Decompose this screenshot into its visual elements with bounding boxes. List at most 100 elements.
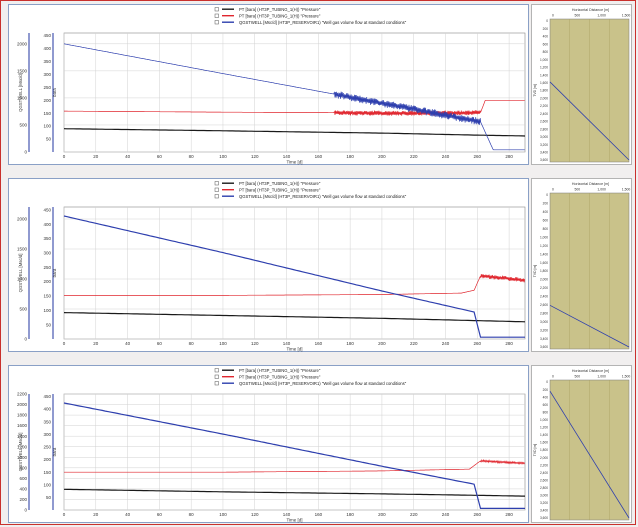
y-tick-label-right: 100 bbox=[43, 308, 51, 313]
trajectory-y-tick: 3,400 bbox=[540, 337, 548, 341]
y-axis-label-left: QGSTWELL [Msc/d] bbox=[18, 73, 23, 112]
y-axis-left: 0 500 1000 1500 2000 QGSTWELL [Msc/d] bbox=[17, 33, 525, 155]
trajectory-x-tick: 1,500 bbox=[622, 375, 631, 379]
x-tick-label: 40 bbox=[125, 154, 131, 159]
x-tick-label: 240 bbox=[442, 341, 450, 346]
y-tick-label-left: 2000 bbox=[17, 41, 28, 46]
x-tick-label: 180 bbox=[346, 154, 354, 159]
trajectory-y-tick: 400 bbox=[543, 35, 549, 39]
trajectory-y-tick: 1,600 bbox=[540, 261, 548, 265]
y-axis-label-left: QGSTWELL [Msc/d] bbox=[18, 254, 23, 293]
x-tick-label: 220 bbox=[410, 512, 418, 517]
trajectory-x-tick: 0 bbox=[552, 14, 554, 18]
chart-panel-1: PT [bara] (HT3P_TUBING_1(H)) "Pressure" P… bbox=[8, 4, 529, 165]
legend: PT [bara] (HT3P_TUBING_1(H)) "Pressure" P… bbox=[214, 7, 407, 25]
legend-checkbox bbox=[214, 381, 219, 386]
x-tick-label: 20 bbox=[93, 154, 99, 159]
trajectory-y-tick: 1,200 bbox=[540, 244, 548, 248]
series-line-1 bbox=[63, 488, 525, 497]
trajectory-y-tick: 2,600 bbox=[540, 303, 548, 307]
x-tick-label: 120 bbox=[251, 512, 259, 517]
y-tick-label-right: 350 bbox=[43, 236, 51, 241]
x-tick-label: 80 bbox=[189, 512, 195, 517]
x-axis: 0 20 40 60 80 100 120 140 160 180 200 220 240 260 280 T… bbox=[63, 33, 513, 165]
trajectory-y-tick: 2,200 bbox=[540, 286, 548, 290]
x-tick-label: 160 bbox=[315, 341, 323, 346]
trajectory-y-tick: 2,600 bbox=[540, 120, 548, 124]
y-tick-label-right: 200 bbox=[43, 279, 51, 284]
trajectory-y-tick: 2,800 bbox=[540, 486, 548, 490]
chart-panel-2: PT [bara] (HT3P_TUBING_1(H)) "Pressure" P… bbox=[8, 178, 529, 352]
trajectory-y-tick: 3,200 bbox=[540, 143, 548, 147]
trajectory-y-label: TVD [m] bbox=[533, 444, 537, 456]
well-path-line bbox=[549, 390, 630, 519]
trajectory-x-tick: 1,000 bbox=[597, 14, 606, 18]
x-tick-label: 20 bbox=[93, 512, 99, 517]
legend-entry: PT [bara] (HT3P_TUBING_1(H)) "Pressure" bbox=[239, 368, 321, 373]
x-tick-label: 240 bbox=[442, 512, 450, 517]
y-tick-label-right: 450 bbox=[43, 207, 51, 212]
trajectory-y-tick: 3,600 bbox=[540, 516, 548, 520]
trajectory-y-tick: 3,200 bbox=[540, 501, 548, 505]
series-line-2 bbox=[64, 99, 525, 116]
trajectory-x-tick: 0 bbox=[552, 188, 554, 192]
y-tick-label-right: 50 bbox=[46, 137, 52, 142]
trajectory-y-tick: 1,000 bbox=[540, 418, 548, 422]
x-tick-label: 60 bbox=[157, 512, 163, 517]
y-axis-left: 0 500 1000 1500 2000 QGSTWELL [Msc/d] bbox=[17, 207, 525, 342]
x-tick-label: 240 bbox=[442, 154, 450, 159]
y-tick-label-right: 350 bbox=[43, 419, 51, 424]
series-line-3 bbox=[63, 215, 525, 338]
x-tick-label: 220 bbox=[410, 341, 418, 346]
trajectory-y-tick: 1,400 bbox=[540, 252, 548, 256]
y-tick-label-left: 1600 bbox=[17, 423, 28, 428]
trajectory-x-label: Horizontal Distance [m] bbox=[572, 369, 609, 373]
trajectory-y-tick: 800 bbox=[543, 227, 549, 231]
y-tick-label-left: 1000 bbox=[17, 96, 28, 101]
y-tick-label-left: 1800 bbox=[17, 413, 28, 418]
x-tick-label: 120 bbox=[251, 341, 259, 346]
x-tick-label: 120 bbox=[251, 154, 259, 159]
x-tick-label: 280 bbox=[505, 154, 513, 159]
trajectory-y-tick: 1,800 bbox=[540, 269, 548, 273]
x-tick-label: 160 bbox=[315, 512, 323, 517]
trajectory-y-tick: 2,600 bbox=[540, 478, 548, 482]
y-tick-label-left: 1200 bbox=[17, 444, 28, 449]
x-tick-label: 140 bbox=[283, 154, 291, 159]
legend-checkbox bbox=[214, 374, 219, 379]
series-line-1 bbox=[63, 312, 526, 323]
chart-panel-3: PT [bara] (HT3P_TUBING_1(H)) "Pressure" P… bbox=[8, 365, 529, 523]
y-axis-label-right: bara bbox=[52, 88, 57, 97]
x-tick-label: 200 bbox=[378, 154, 386, 159]
y-tick-label-right: 300 bbox=[43, 251, 51, 256]
legend-checkbox bbox=[214, 194, 219, 199]
trajectory-y-tick: 800 bbox=[543, 50, 549, 54]
trajectory-y-tick: 2,400 bbox=[540, 295, 548, 299]
legend-entry: QGSTWELL [Msc/d] (HT3P_RESERVOIR1) "Well… bbox=[239, 194, 407, 199]
trajectory-y-tick: 200 bbox=[543, 27, 549, 31]
series-line-3 bbox=[63, 43, 525, 151]
legend: PT [bara] (HT3P_TUBING_1(H)) "Pressure" P… bbox=[214, 181, 407, 199]
series-line-2 bbox=[64, 458, 526, 473]
y-axis-right: 50 100 150 200 250 300 350 400 450 bara bbox=[43, 33, 57, 152]
trajectory-y-tick: 2,400 bbox=[540, 471, 548, 475]
y-tick-label-left: 500 bbox=[19, 123, 27, 128]
x-tick-label: 160 bbox=[315, 154, 323, 159]
x-tick-label: 40 bbox=[125, 341, 131, 346]
trajectory-y-tick: 1,200 bbox=[540, 66, 548, 70]
trajectory-y-tick: 400 bbox=[543, 395, 549, 399]
trajectory-y-tick: 400 bbox=[543, 210, 549, 214]
x-axis: 0 20 40 60 80 100 120 140 160 180 200 220 240 260 280 T… bbox=[63, 394, 513, 523]
trajectory-x-label: Horizontal Distance [m] bbox=[572, 8, 609, 12]
trajectory-x-label: Horizontal Distance [m] bbox=[572, 182, 609, 186]
y-tick-label-right: 400 bbox=[43, 407, 51, 412]
x-tick-label: 0 bbox=[63, 341, 66, 346]
well-trajectory-panel-2: Horizontal Distance [m] 0 500 1,000 1,500 0 20… bbox=[531, 178, 632, 352]
trajectory-y-tick: 0 bbox=[546, 193, 548, 197]
y-tick-label-right: 250 bbox=[43, 85, 51, 90]
legend-entry: PT [bara] (HT3P_TUBING_1(H)) "Pressure" bbox=[239, 7, 321, 12]
y-tick-label-left: 800 bbox=[19, 465, 27, 470]
trajectory-y-label: TVD [m] bbox=[533, 265, 537, 277]
x-tick-label: 260 bbox=[474, 512, 482, 517]
legend-checkbox bbox=[214, 181, 219, 186]
